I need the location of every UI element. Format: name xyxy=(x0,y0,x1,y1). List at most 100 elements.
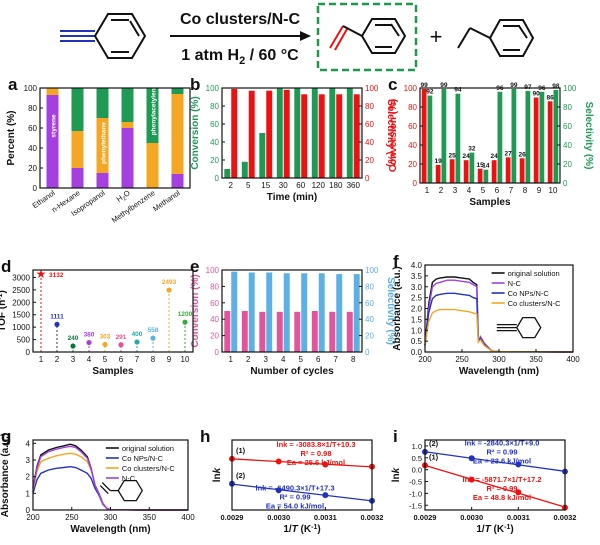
d-x-tick-label-4: 5 xyxy=(103,355,108,364)
d-data-label-3: 380 xyxy=(84,332,95,339)
d-data-label-5: 291 xyxy=(116,334,127,341)
i-y-tick-label-5: 1.0 xyxy=(412,442,422,451)
c-data-label-selectivity-3: 32 xyxy=(468,146,476,153)
d-panel-label: d xyxy=(1,257,11,276)
c-bar-selectivity-1 xyxy=(441,88,447,183)
f-series-line-0 xyxy=(424,276,574,353)
i-fit-line-1 xyxy=(424,464,566,508)
e-x-label: Number of cycles xyxy=(250,366,334,377)
d-x-tick-label-2: 3 xyxy=(71,355,76,364)
g-x-tick-label-1: 250 xyxy=(65,513,79,522)
f-series-line-1 xyxy=(424,279,574,353)
g-y-tick-label-1: 1 xyxy=(26,489,31,498)
e-bar-conversion-6 xyxy=(329,311,336,352)
d-data-label-7: 558 xyxy=(148,327,159,334)
b-bar-conversion-1 xyxy=(241,161,248,178)
d-y-tick-label-1: 500 xyxy=(17,336,31,345)
e-plot-frame xyxy=(221,269,363,353)
c-bar-selectivity-7 xyxy=(525,90,531,183)
i-y-tick-label-1: -1.0 xyxy=(409,489,422,498)
f-y-tick-label-6: 3.0 xyxy=(411,283,423,292)
reagent-catalyst: Co clusters/N-C xyxy=(180,11,300,28)
c-y2-label: Selectivity (%) xyxy=(583,102,594,170)
styrene-structure xyxy=(329,18,407,54)
d-data-label-8: 2493 xyxy=(162,279,177,286)
g-legend-label-0: original solution xyxy=(122,444,174,453)
d-data-label-4: 303 xyxy=(100,333,111,340)
reaction-arrow xyxy=(170,31,311,41)
f-y-label: Absorbance (a.u.) xyxy=(392,266,403,350)
g-series-line-1 xyxy=(32,465,188,511)
c-bar-conversion-1 xyxy=(435,164,441,183)
c-y-label: Conversion (%) xyxy=(388,99,399,172)
g-y-tick-label-0: 0 xyxy=(26,506,31,515)
a-y-tick-label-4: 80 xyxy=(28,104,37,113)
chart-e: e1 2 3 4 5 6 7 8020406080100020406080100Convers… xyxy=(190,257,396,377)
c-x-tick-label-5: 6 xyxy=(495,186,500,195)
b-x-tick-label-0: 2 xyxy=(229,181,234,190)
d-y-tick-label-4: 2000 xyxy=(12,298,30,307)
e-y-tick-label-3: 60 xyxy=(210,299,219,308)
h-x-tick-label-2: 0.0031 xyxy=(314,513,337,522)
c-bar-selectivity-9 xyxy=(553,89,559,183)
b-bar-conversion-6 xyxy=(329,88,336,178)
c-x-tick-label-2: 3 xyxy=(453,186,458,195)
e-bar-conversion-0 xyxy=(224,311,231,352)
f-legend-label-0: original solution xyxy=(508,269,560,278)
f-benzene-ring xyxy=(516,316,542,339)
h-plot-frame xyxy=(231,439,373,511)
a-y-label: Percent (%) xyxy=(6,110,17,165)
g-x-label: Wavelength (nm) xyxy=(70,524,150,535)
c-data-label-conversion-3: 24 xyxy=(463,153,471,160)
b-y-tick-label-3: 60 xyxy=(210,120,219,129)
i-point-0-1 xyxy=(468,455,475,462)
c-y-tick-label-1: 20 xyxy=(408,160,417,169)
a-bar-ethylbenzene-3 xyxy=(121,122,134,128)
a-y-tick-label-1: 20 xyxy=(28,164,37,173)
d-marker-1 xyxy=(54,321,60,327)
f-molecule-icon xyxy=(496,316,542,339)
c-bar-selectivity-6 xyxy=(511,88,517,183)
chart-b: b 2 5 15 30 60 120 180 360 0 20 40 60 80 100 0 20 40 60 80 1… xyxy=(190,75,396,203)
h-x-tick-label-0: 0.0029 xyxy=(221,513,244,522)
b-bar-selectivity-6 xyxy=(336,94,343,178)
c-y-tick-label-3: 60 xyxy=(408,122,417,131)
h-ea-0: Ea = 25.6 kJ/mol xyxy=(287,458,345,467)
h-series-label-1: (2) xyxy=(236,471,246,480)
c-x-tick-label-8: 9 xyxy=(537,186,542,195)
b-y2-label: Selectivity (%) xyxy=(385,99,396,167)
c-bar-conversion-0 xyxy=(421,88,427,183)
e-y-tick-label-5: 100 xyxy=(206,266,220,275)
i-plot-frame xyxy=(424,439,566,511)
h-x-label: 1/T (K-1) xyxy=(283,524,320,535)
h-point-1-1 xyxy=(275,487,282,494)
i-ea-1: Ea = 48.8 kJ/mol xyxy=(473,493,531,502)
e-bar-conversion-5 xyxy=(311,311,318,352)
g-vinyl-bond-b xyxy=(99,485,109,495)
h-fit-line-0 xyxy=(231,458,373,468)
c-y-tick-label-4: 80 xyxy=(408,103,417,112)
c-x-tick-label-0: 1 xyxy=(425,186,430,195)
b-y2-tick-label-4: 80 xyxy=(365,102,374,111)
b-y2-tick-label-1: 20 xyxy=(365,156,374,165)
a-annotation-0: styrene xyxy=(51,114,58,138)
e-y-tick-label-1: 20 xyxy=(210,332,219,341)
c-data-label-selectivity-9: 98 xyxy=(552,83,560,90)
i-equation-0: lnk = -2840.3×1/T+9.0 xyxy=(465,439,540,448)
i-y-tick-label-3: 0.0 xyxy=(412,466,422,475)
b-x-tick-label-6: 180 xyxy=(329,181,343,190)
e-y2-label: Selectivity (%) xyxy=(385,277,396,345)
e-x-tick-label-3: 4 xyxy=(281,355,286,364)
g-x-tick-label-4: 400 xyxy=(181,513,195,522)
b-y2-tick-label-2: 40 xyxy=(365,138,374,147)
f-legend-label-2: Co NPs/N-C xyxy=(508,289,550,298)
i-equation-1: lnk = -5871.7×1/T+17.2 xyxy=(462,475,541,484)
c-y-tick-label-5: 100 xyxy=(404,84,418,93)
c-data-label-conversion-0: 99 xyxy=(421,82,429,89)
f-y-tick-label-4: 2.0 xyxy=(411,305,423,314)
e-bar-conversion-7 xyxy=(346,311,353,352)
